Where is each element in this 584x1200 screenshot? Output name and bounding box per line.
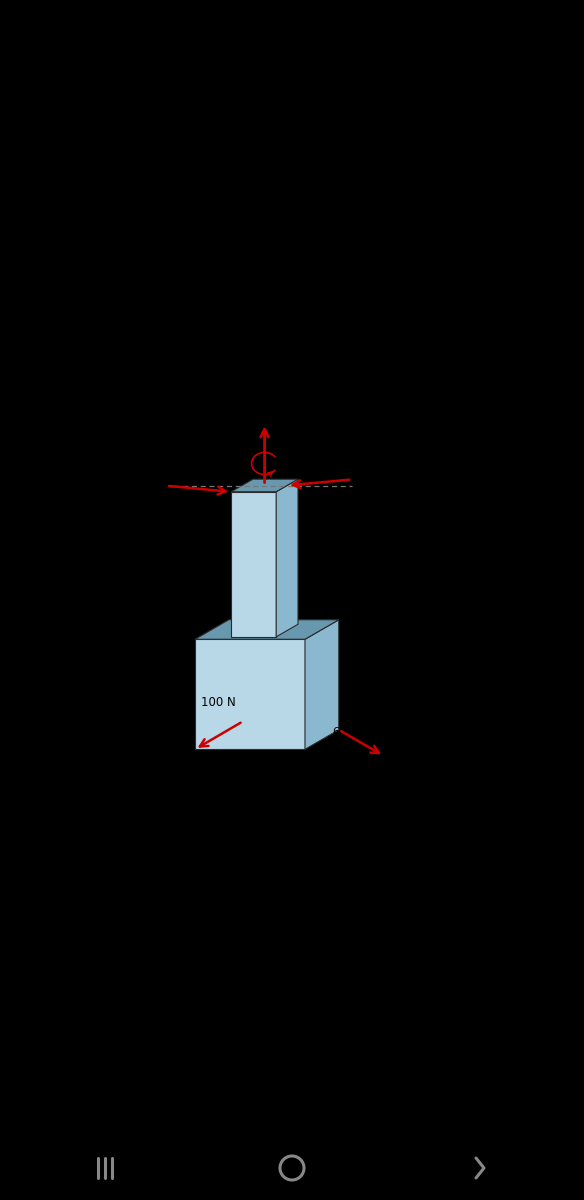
Polygon shape bbox=[305, 619, 339, 749]
Text: 100 N: 100 N bbox=[344, 766, 378, 779]
Text: the two forces P and -P, each of which has a magnitude of 400 N.: the two forces P and -P, each of which h… bbox=[22, 334, 423, 346]
Text: SECOND YEAR: SECOND YEAR bbox=[163, 259, 257, 272]
Text: 100: 100 bbox=[239, 773, 260, 784]
Text: 2/11/2021: 2/11/2021 bbox=[503, 259, 568, 272]
Text: M: M bbox=[270, 415, 284, 428]
Text: 100: 100 bbox=[366, 670, 387, 679]
Text: 60: 60 bbox=[332, 726, 346, 737]
Text: The rigid structural member is subjected to a couple consisting of the two: The rigid structural member is subjected… bbox=[22, 292, 477, 304]
Polygon shape bbox=[231, 492, 276, 637]
Text: -P: -P bbox=[147, 479, 160, 493]
Polygon shape bbox=[195, 619, 339, 640]
Text: 100-N forces. Replace this couple by an equivalent couple consisting of: 100-N forces. Replace this couple by an … bbox=[22, 312, 460, 325]
Text: 100 N: 100 N bbox=[201, 696, 236, 709]
Polygon shape bbox=[195, 640, 305, 749]
Text: HW5: HW5 bbox=[384, 259, 416, 272]
Text: Determine the proper angle θ.: Determine the proper angle θ. bbox=[22, 354, 208, 367]
Polygon shape bbox=[231, 479, 298, 492]
Text: P: P bbox=[357, 473, 366, 486]
Text: θ: θ bbox=[305, 463, 312, 476]
Text: 100: 100 bbox=[143, 689, 164, 700]
Text: FIRST SEMESTER: FIRST SEMESTER bbox=[16, 259, 128, 272]
Text: Dimensions in millimeters: Dimensions in millimeters bbox=[200, 810, 384, 823]
Polygon shape bbox=[276, 479, 298, 637]
Text: θ: θ bbox=[217, 468, 225, 481]
Text: 40: 40 bbox=[186, 454, 200, 467]
